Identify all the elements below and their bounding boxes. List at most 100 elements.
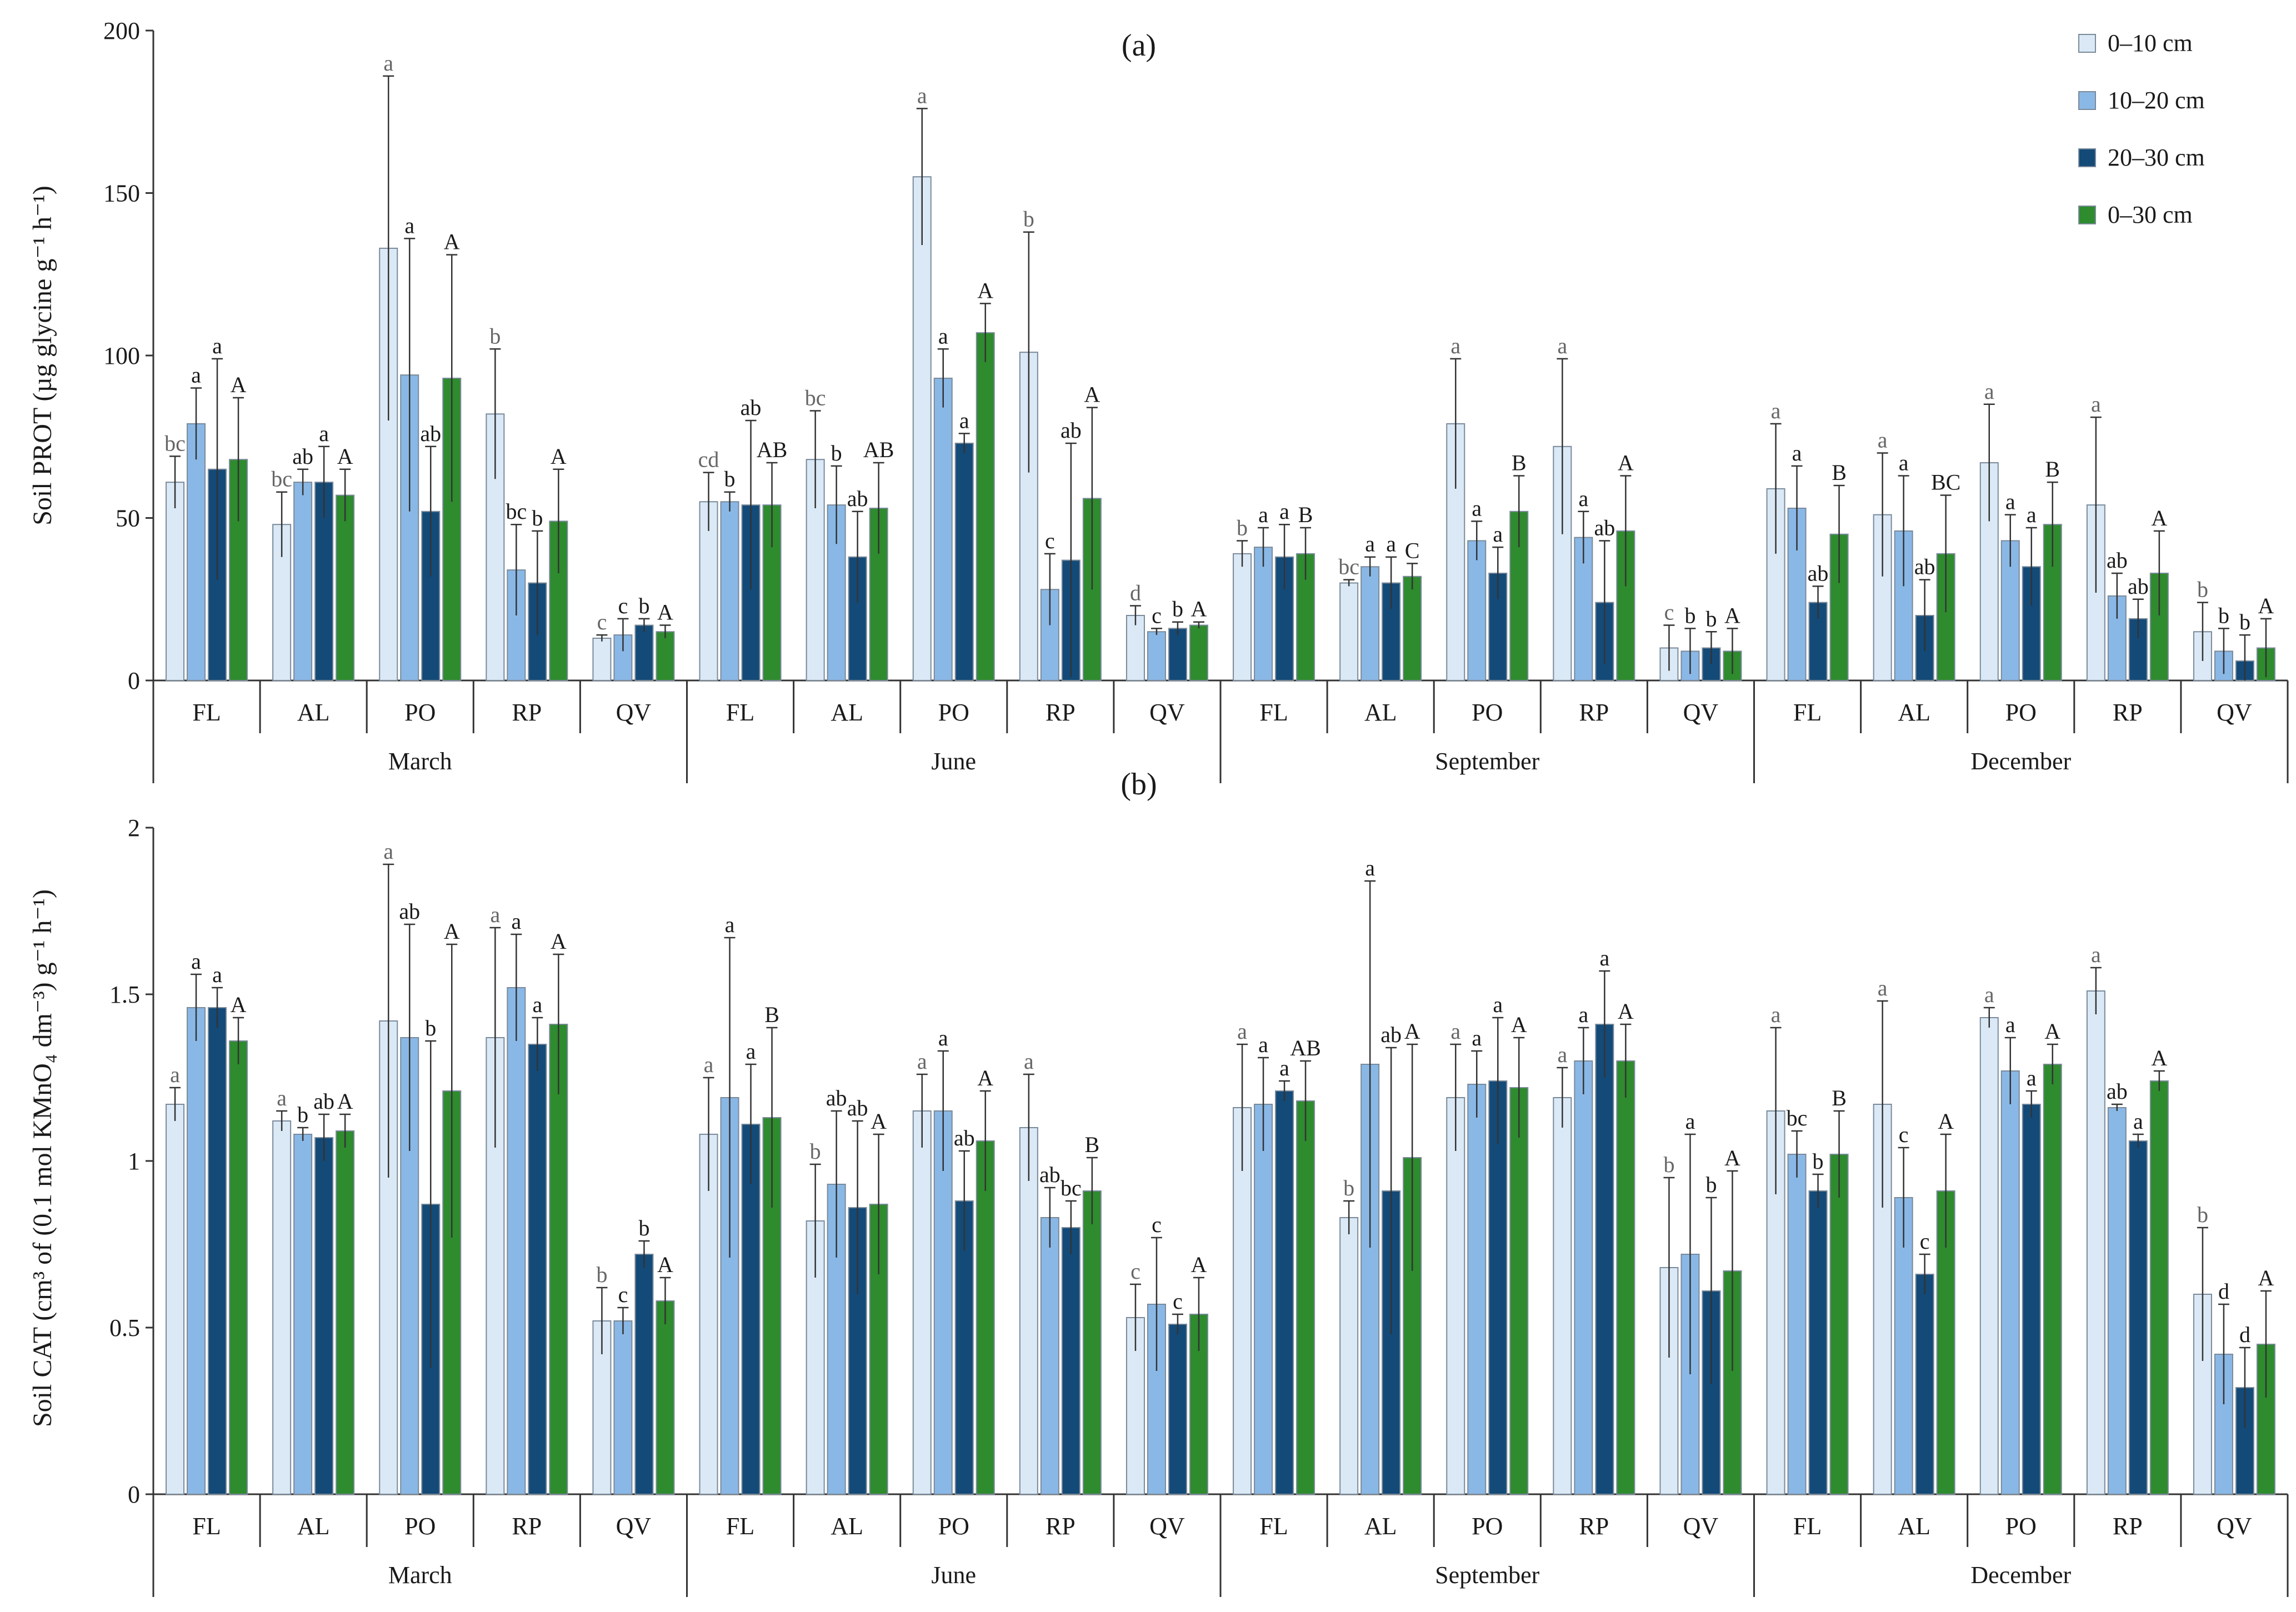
site-label: PO: [2005, 1513, 2037, 1540]
significance-letter: A: [2258, 593, 2274, 618]
y-tick-label: 0: [128, 667, 140, 694]
bar-december-po-s4: [2043, 1064, 2062, 1495]
bar-september-fl-s4: [1296, 1100, 1315, 1495]
significance-letter: B: [1298, 502, 1313, 527]
bar-march-rp-s2: [507, 987, 526, 1495]
significance-letter: b: [724, 467, 736, 492]
significance-letter: a: [1279, 1055, 1289, 1080]
significance-letter: a: [1578, 1002, 1588, 1027]
site-label: RP: [512, 699, 542, 726]
significance-letter: bc: [164, 430, 186, 455]
significance-letter: a: [938, 323, 948, 348]
significance-letter: b: [638, 1215, 649, 1240]
significance-letter: bc: [1061, 1175, 1082, 1200]
significance-letter: A: [231, 992, 247, 1017]
significance-letter: d: [2218, 1279, 2229, 1304]
bar-june-fl-s1: [699, 501, 718, 681]
site-label: RP: [2113, 1513, 2143, 1540]
significance-letter: c: [1152, 603, 1162, 628]
site-label: PO: [938, 1513, 969, 1540]
bar-september-fl-s1: [1233, 553, 1252, 681]
bar-december-po-s3: [2022, 566, 2041, 681]
site-label: AL: [831, 1513, 863, 1540]
site-label: AL: [1898, 699, 1930, 726]
y-tick-label: 1: [128, 1148, 140, 1175]
site-label: RP: [512, 1513, 542, 1540]
significance-letter: ab: [313, 1089, 334, 1114]
significance-letter: a: [170, 1062, 180, 1087]
site-label: QV: [1149, 1513, 1185, 1540]
site-label: QV: [1683, 699, 1719, 726]
y-axis-label: Soil CAT (cm³ of (0.1 mol KMnO₄ dm⁻³) g⁻…: [28, 889, 57, 1427]
bar-june-rp-s3: [1061, 1227, 1081, 1495]
significance-letter: ab: [1061, 418, 1082, 443]
significance-letter: a: [725, 912, 735, 937]
site-label: AL: [1898, 1513, 1930, 1540]
significance-letter: c: [618, 1282, 628, 1307]
site-label: AL: [297, 699, 330, 726]
bar-december-rp-s3: [2128, 1140, 2148, 1495]
panel-title: (a): [1122, 28, 1156, 63]
legend-entry: 20–30 cm: [2108, 144, 2205, 171]
significance-letter: A: [871, 1109, 887, 1134]
significance-letter: c: [1152, 1212, 1162, 1237]
significance-letter: c: [597, 609, 607, 634]
significance-letter: b: [2197, 1202, 2208, 1227]
bar-march-al-s4: [336, 494, 355, 681]
y-axis-label: Soil PROT (µg glycine g⁻¹ h⁻¹): [28, 186, 57, 525]
bar-june-po-s4: [976, 332, 995, 681]
significance-letter: a: [1599, 945, 1609, 970]
site-label: PO: [1472, 1513, 1503, 1540]
site-label: RP: [2113, 699, 2143, 726]
site-label: AL: [831, 699, 863, 726]
significance-letter: a: [1365, 532, 1375, 557]
month-label: March: [388, 1561, 452, 1589]
significance-letter: c: [1899, 1122, 1909, 1147]
significance-letter: ab: [847, 1095, 868, 1120]
bar-september-po-s3: [1488, 1080, 1508, 1495]
site-label: QV: [1683, 1513, 1719, 1540]
significance-letter: b: [810, 1139, 821, 1164]
legend-swatch: [2078, 206, 2096, 224]
significance-letter: ab: [826, 1085, 847, 1110]
bar-march-fl-s3: [208, 1007, 227, 1495]
site-label: RP: [1579, 699, 1609, 726]
significance-letter: ab: [2107, 548, 2128, 573]
bar-june-po-s1: [912, 1110, 932, 1495]
significance-letter: a: [1984, 982, 1994, 1007]
significance-letter: a: [1386, 532, 1396, 557]
significance-letter: A: [657, 600, 673, 625]
site-label: AL: [297, 1513, 330, 1540]
significance-letter: A: [977, 1065, 993, 1090]
y-tick-label: 1.5: [109, 981, 140, 1008]
significance-letter: ab: [741, 395, 762, 420]
significance-letter: b: [831, 440, 842, 465]
bar-march-fl-s1: [166, 1104, 185, 1495]
y-tick-label: 150: [103, 180, 140, 207]
significance-letter: a: [938, 1025, 948, 1050]
site-label: FL: [1793, 1513, 1822, 1540]
bar-march-al-s2: [293, 482, 313, 682]
site-label: PO: [1472, 699, 1503, 726]
significance-letter: bc: [805, 385, 826, 410]
bar-june-qv-s4: [1189, 624, 1208, 682]
site-label: AL: [1364, 699, 1397, 726]
significance-letter: ab: [1594, 515, 1615, 540]
significance-letter: a: [2005, 489, 2015, 514]
site-label: QV: [2217, 699, 2252, 726]
significance-letter: a: [1258, 502, 1268, 527]
significance-letter: a: [1450, 1019, 1460, 1044]
bar-september-fl-s1: [1233, 1107, 1252, 1495]
significance-letter: d: [2239, 1322, 2250, 1347]
month-label: September: [1435, 1561, 1540, 1589]
significance-letter: a: [1792, 440, 1802, 465]
bar-september-al-s2: [1360, 566, 1380, 681]
bar-march-qv-s2: [613, 1320, 633, 1495]
bar-march-qv-s3: [634, 624, 654, 682]
significance-letter: a: [1493, 522, 1503, 547]
significance-letter: a: [1899, 450, 1909, 475]
significance-letter: a: [2133, 1109, 2143, 1134]
bar-september-rp-s1: [1553, 1097, 1572, 1495]
significance-letter: AB: [863, 437, 894, 462]
bar-june-po-s2: [933, 1110, 953, 1495]
